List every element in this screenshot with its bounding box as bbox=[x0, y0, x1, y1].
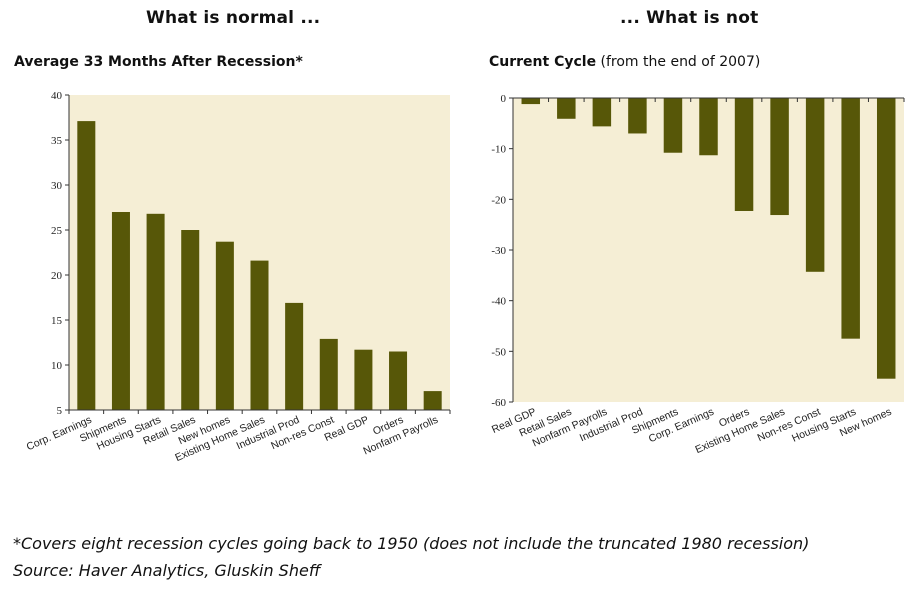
right-bar-shipments bbox=[663, 98, 683, 153]
right-y-tick-label: -40 bbox=[491, 296, 506, 308]
right-y-tick-label: -10 bbox=[491, 144, 506, 156]
left-bar-existing-home-sales bbox=[250, 260, 269, 410]
right-y-tick-label: -60 bbox=[491, 397, 506, 409]
right-chart-subtitle: (from the end of 2007) bbox=[600, 54, 761, 70]
left-bar-real-gdp bbox=[354, 349, 373, 410]
right-bar-housing-starts bbox=[841, 98, 860, 339]
right-y-tick-label: -50 bbox=[491, 346, 506, 358]
left-bar-new-homes bbox=[215, 241, 234, 410]
right-bar-industrial-prod bbox=[628, 98, 647, 134]
right-y-tick-label: -20 bbox=[491, 194, 506, 206]
left-panel-heading: What is normal ... bbox=[146, 8, 321, 28]
left-bar-orders bbox=[389, 351, 408, 410]
right-chart-title: Current Cycle (from the end of 2007) bbox=[489, 54, 760, 70]
left-y-tick-label: 20 bbox=[51, 270, 63, 282]
right-bar-real-gdp bbox=[521, 98, 541, 105]
right-y-tick-label: 0 bbox=[501, 93, 507, 105]
left-bar-housing-starts bbox=[146, 213, 165, 410]
left-y-tick-label: 15 bbox=[51, 315, 63, 327]
left-bar-retail-sales bbox=[181, 230, 200, 410]
right-bar-orders bbox=[734, 98, 754, 211]
right-bar-new-homes bbox=[876, 98, 896, 379]
left-chart-title: Average 33 Months After Recession* bbox=[14, 54, 303, 70]
right-bar-non-res-const bbox=[805, 98, 825, 272]
right-bar-corp-earnings bbox=[699, 98, 718, 156]
left-bar-shipments bbox=[111, 212, 130, 410]
footnote-note: *Covers eight recession cycles going bac… bbox=[13, 534, 810, 553]
left-y-tick-label: 5 bbox=[57, 405, 63, 417]
left-y-tick-label: 40 bbox=[51, 90, 63, 102]
right-y-tick-label: -30 bbox=[491, 245, 506, 257]
left-y-tick-label: 25 bbox=[51, 225, 63, 237]
left-y-tick-label: 35 bbox=[51, 135, 63, 147]
left-y-tick-label: 30 bbox=[51, 180, 63, 192]
left-bar-non-res-const bbox=[319, 338, 338, 410]
left-bar-industrial-prod bbox=[285, 302, 304, 410]
footnote-source: Source: Haver Analytics, Gluskin Sheff bbox=[13, 561, 321, 580]
right-panel-heading: ... What is not bbox=[620, 8, 759, 28]
right-bar-retail-sales bbox=[557, 98, 576, 119]
right-bar-nonfarm-payrolls bbox=[592, 98, 612, 127]
right-chart-title-text: Current Cycle bbox=[489, 54, 597, 70]
right-bar-existing-home-sales bbox=[770, 98, 789, 216]
left-bar-nonfarm-payrolls bbox=[423, 391, 442, 410]
left-y-tick-label: 10 bbox=[51, 360, 63, 372]
left-chart-title-text: Average 33 Months After Recession* bbox=[14, 54, 303, 70]
left-bar-corp-earnings bbox=[77, 121, 96, 410]
